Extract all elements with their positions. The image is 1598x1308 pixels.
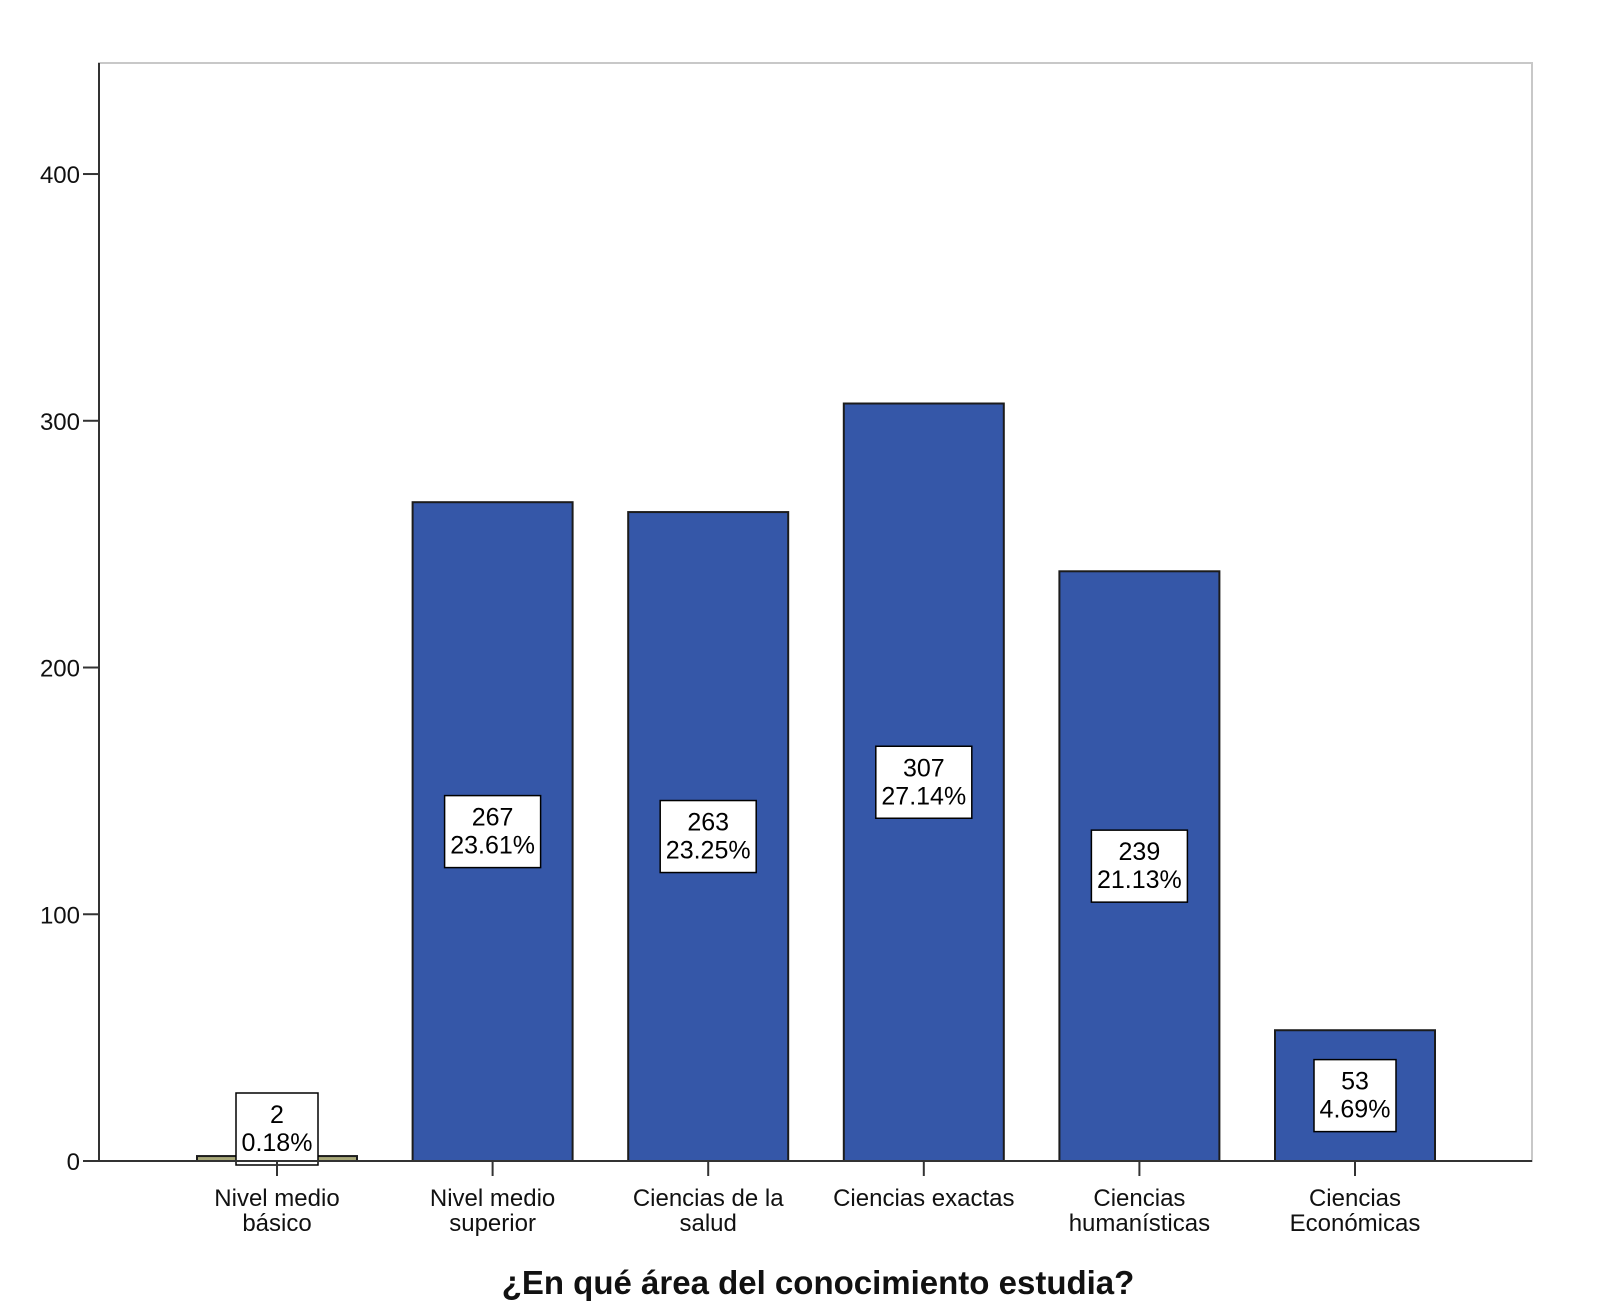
x-tick-label: Económicas <box>1290 1210 1421 1237</box>
y-tick-label: 300 <box>40 409 80 436</box>
data-label-count: 239 <box>1119 838 1161 866</box>
data-label-5: 534.69% <box>1313 1058 1397 1133</box>
data-label-count: 307 <box>903 754 945 782</box>
data-label-percent: 27.14% <box>881 782 966 810</box>
x-axis-title: ¿En qué área del conocimiento estudia? <box>502 1264 1135 1301</box>
data-label-box <box>659 799 757 874</box>
y-tick-label: 0 <box>67 1149 80 1176</box>
x-tick-label: salud <box>680 1210 737 1237</box>
x-tick-label: Ciencias exactas <box>833 1185 1014 1212</box>
data-label-percent: 4.69% <box>1320 1096 1391 1124</box>
data-label-box <box>235 1092 319 1166</box>
x-tick-label: superior <box>449 1210 536 1237</box>
data-label-count: 263 <box>687 809 729 837</box>
x-tick-label: básico <box>242 1210 311 1237</box>
x-tick-label: Nivel medio <box>430 1185 555 1212</box>
plot-frame <box>98 62 1533 1162</box>
data-label-box <box>1313 1058 1397 1133</box>
data-label-percent: 21.13% <box>1097 866 1182 894</box>
y-tick-label: 400 <box>40 162 80 189</box>
data-label-percent: 0.18% <box>242 1129 313 1157</box>
data-label-percent: 23.61% <box>450 832 535 860</box>
data-label-count: 2 <box>270 1101 284 1129</box>
x-tick-label: Ciencias <box>1093 1185 1185 1212</box>
data-label-box <box>443 794 542 869</box>
x-tick-label: Nivel medio <box>214 1185 339 1212</box>
x-tick-label: humanísticas <box>1069 1210 1210 1237</box>
data-label-count: 267 <box>472 804 514 832</box>
data-label-box <box>1090 829 1189 903</box>
data-label-box <box>875 745 973 820</box>
y-tick-label: 200 <box>40 656 80 683</box>
data-label-count: 53 <box>1341 1068 1369 1096</box>
x-tick-label: Ciencias <box>1309 1185 1401 1212</box>
y-tick-label: 100 <box>40 902 80 929</box>
x-tick-label: Ciencias de la <box>633 1185 784 1212</box>
data-label-0: 20.18% <box>235 1092 319 1166</box>
data-label-percent: 23.25% <box>666 837 751 865</box>
